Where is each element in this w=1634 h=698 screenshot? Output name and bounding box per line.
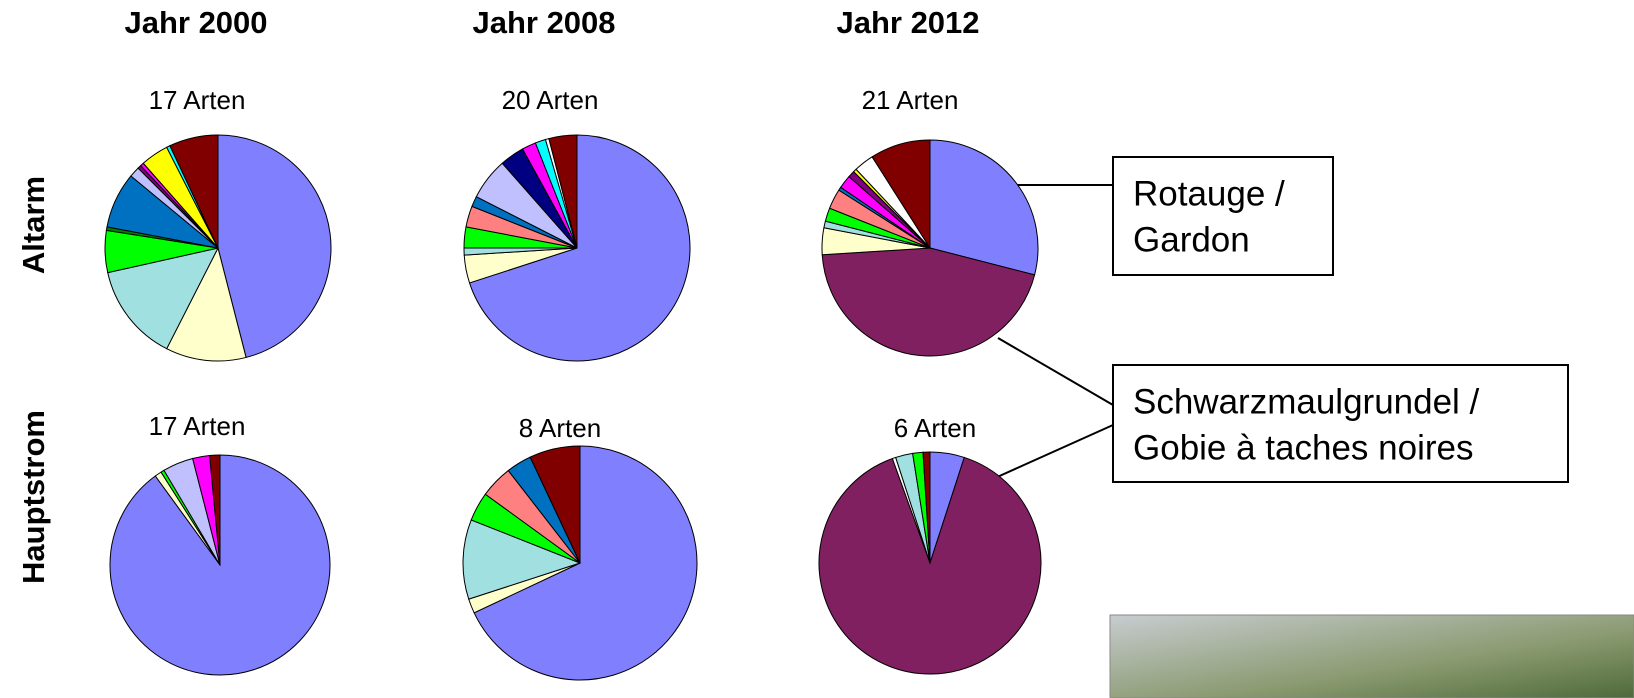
callout-text: Schwarzmaulgrundel / bbox=[1133, 382, 1480, 421]
pie-slice bbox=[107, 247, 219, 350]
pie-slice bbox=[468, 134, 691, 362]
pie-slice bbox=[548, 134, 578, 249]
callout-text: Gardon bbox=[1133, 220, 1250, 259]
photo bbox=[1109, 614, 1634, 698]
callout-line bbox=[997, 337, 1114, 406]
pie-slice bbox=[166, 246, 247, 362]
row-title: Altarm bbox=[16, 176, 51, 274]
column-title: Jahr 2000 bbox=[124, 5, 267, 40]
pie-title: 6 Arten bbox=[894, 413, 976, 443]
pie-title: 21 Arten bbox=[862, 85, 959, 115]
pie-slice bbox=[473, 445, 698, 681]
column-title: Jahr 2008 bbox=[472, 5, 615, 40]
callout-text: Gobie à taches noires bbox=[1133, 428, 1473, 467]
pie-slice bbox=[871, 139, 931, 250]
callout-box bbox=[1112, 156, 1334, 276]
pie-slice bbox=[922, 451, 931, 564]
pie-slice bbox=[462, 519, 582, 600]
callout-box bbox=[1112, 364, 1569, 483]
pie-slice bbox=[169, 134, 219, 249]
pie-slice bbox=[209, 454, 221, 566]
row-title: Hauptstrom bbox=[16, 410, 51, 584]
pie-slice bbox=[821, 247, 1036, 357]
pie-title: 17 Arten bbox=[149, 411, 246, 441]
pie-slice bbox=[818, 456, 1042, 675]
pie-slice bbox=[929, 139, 1039, 276]
callout-text: Rotauge / bbox=[1133, 174, 1285, 213]
pie-slice bbox=[217, 134, 332, 359]
pie-title: 8 Arten bbox=[519, 413, 601, 443]
callout-line bbox=[994, 424, 1114, 479]
pie-title: 17 Arten bbox=[149, 85, 246, 115]
column-title: Jahr 2012 bbox=[836, 5, 979, 40]
pie-title: 20 Arten bbox=[502, 85, 599, 115]
pie-slice bbox=[529, 445, 581, 564]
